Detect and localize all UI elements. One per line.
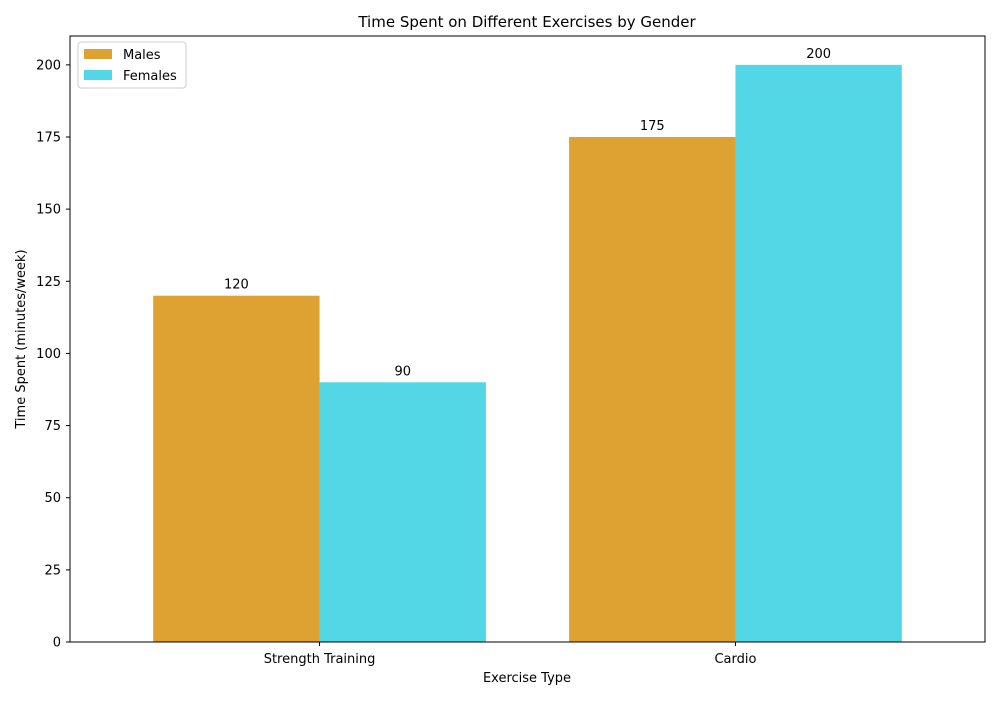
axes-frame [69, 35, 986, 643]
y-tick-label: 100 [36, 347, 61, 362]
x-tick-label: Cardio [714, 652, 756, 667]
y-tick-label: 150 [36, 203, 61, 218]
y-tick-label: 75 [44, 419, 61, 434]
bar-males-0 [153, 295, 320, 642]
bar-value-label: 200 [806, 47, 831, 62]
y-tick-label: 0 [53, 636, 61, 651]
y-axis-label: Time Spent (minutes/week) [14, 249, 29, 429]
bar-value-labels: 120 175 90 200 [224, 47, 831, 379]
y-tick-label: 50 [44, 491, 61, 506]
y-tick-label: 200 [36, 58, 61, 73]
y-tick-label: 25 [44, 563, 61, 578]
y-axis-ticks: 0 25 50 75 100 125 150 175 200 [36, 58, 70, 651]
y-tick-label: 125 [36, 275, 61, 290]
legend: Males Females [77, 41, 187, 89]
bar-value-label: 120 [224, 278, 249, 293]
legend-swatch-males [84, 49, 112, 59]
x-tick-label: Strength Training [264, 652, 376, 667]
legend-swatch-females [84, 70, 112, 80]
bar-value-label: 90 [394, 364, 411, 379]
chart-title: Time Spent on Different Exercises by Gen… [357, 13, 696, 31]
bar-females-0 [319, 382, 486, 642]
axes [69, 35, 986, 643]
bars [153, 64, 902, 643]
x-axis-ticks: Strength Training Cardio [264, 642, 756, 667]
bar-males-1 [569, 137, 736, 642]
bar-value-label: 175 [640, 119, 665, 134]
legend-label-males: Males [123, 48, 161, 63]
legend-label-females: Females [123, 69, 177, 84]
x-axis-label: Exercise Type [483, 671, 571, 686]
y-tick-label: 175 [36, 131, 61, 146]
bar-females-1 [735, 64, 902, 643]
